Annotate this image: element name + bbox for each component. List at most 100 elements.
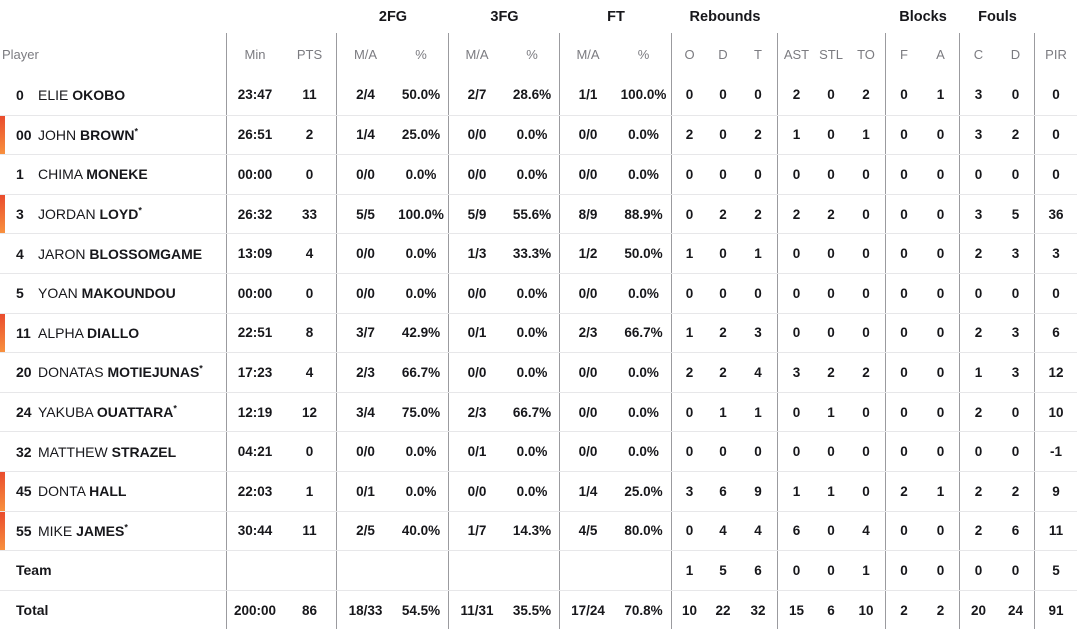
player-cell[interactable]: 0 ELIE OKOBO [0, 75, 227, 115]
starter-asterisk: * [124, 522, 128, 533]
stat-block-f: 0 [900, 404, 908, 420]
player-last-name: MOTIEJUNAS [107, 364, 200, 381]
player-name[interactable]: JORDAN LOYD* [38, 206, 142, 222]
player-name[interactable]: ELIE OKOBO [38, 87, 125, 103]
stat-pir: 10 [1048, 404, 1064, 420]
stat-block-a: 2 [922, 590, 960, 629]
stat-block-a: 0 [922, 353, 960, 392]
stat-ft-ma: 1/2 [578, 246, 598, 262]
stat-pts: 4 [283, 234, 337, 273]
player-row: 32 MATTHEW STRAZEL 04:21 0 0/0 0.0% 0/1 0.0% 0/0… [0, 431, 1077, 471]
stat-reb-o: 2 [685, 127, 694, 143]
player-cell[interactable]: 32 MATTHEW STRAZEL [0, 432, 227, 471]
table-body: 0 ELIE OKOBO 23:47 11 2/4 50.0% 2/7 28.6% 1/1 100… [0, 75, 1077, 629]
stat-reb-o: 0 [685, 404, 694, 420]
stat-min: 23:47 [237, 87, 273, 103]
player-last-name: DIALLO [87, 324, 140, 341]
stat-ft-pct: 0.0% [616, 353, 672, 392]
stat-ft-ma: 0/0 [578, 127, 598, 143]
player-cell[interactable]: 11 ALPHA DIALLO [0, 313, 227, 353]
stat-3fg-pct: 0.0% [505, 313, 560, 353]
player-row: 55 MIKE JAMES* 30:44 11 2/5 40.0% 1/7 14.3% 4/5 8… [0, 510, 1077, 551]
player-last-name: OKOBO [72, 86, 126, 103]
stat-foul-d: 0 [997, 432, 1035, 471]
stat-pts: 8 [283, 313, 337, 353]
stat-pir: 12 [1048, 364, 1064, 380]
stat-2fg-pct: 0.0% [394, 155, 449, 194]
stat-2fg-pct: 42.9% [394, 313, 449, 353]
player-name[interactable]: JOHN BROWN* [38, 127, 138, 143]
stat-3fg-pct: 0.0% [505, 353, 560, 392]
stat-to: 0 [847, 392, 886, 432]
stat-2fg-pct: 54.5% [394, 590, 449, 629]
col-player: Player [0, 33, 227, 75]
stat-3fg-pct: 66.7% [505, 392, 560, 432]
player-name[interactable]: JARON BLOSSOMGAME [38, 246, 202, 262]
player-name[interactable]: DONATAS MOTIEJUNAS* [38, 364, 203, 380]
stat-min: 00:00 [237, 285, 273, 301]
stat-2fg-ma: 0/0 [356, 285, 375, 301]
stat-2fg-pct: 0.0% [394, 273, 449, 313]
player-cell[interactable]: 45 DONTA HALL [0, 471, 227, 511]
stat-block-f: 0 [900, 285, 908, 301]
player-cell[interactable]: 5 YOAN MAKOUNDOU [0, 273, 227, 313]
col-ft-ma: M/A [576, 46, 600, 62]
player-cell[interactable]: 24 YAKUBA OUATTARA* [0, 392, 227, 432]
stat-foul-c: 0 [974, 285, 983, 301]
stat-pts: 4 [283, 353, 337, 392]
stat-ast: 6 [792, 523, 801, 539]
player-cell[interactable]: 00 JOHN BROWN* [0, 115, 227, 155]
stat-3fg-pct: 35.5% [505, 590, 560, 629]
player-cell[interactable]: 1 CHIMA MONEKE [0, 155, 227, 194]
player-name[interactable]: DONTA HALL [38, 483, 126, 499]
stat-ft-pct: 0.0% [616, 273, 672, 313]
starter-asterisk: * [138, 205, 142, 216]
team-row-label: Team [16, 562, 52, 579]
stat-3fg-ma: 1/7 [467, 523, 487, 539]
player-name[interactable]: MIKE JAMES* [38, 523, 128, 539]
player-number: 11 [16, 324, 31, 341]
stat-stl: 1 [827, 483, 835, 499]
player-name[interactable]: CHIMA MONEKE [38, 166, 148, 182]
stat-reb-o: 2 [685, 364, 694, 380]
player-cell[interactable]: 20 DONATAS MOTIEJUNAS* [0, 353, 227, 392]
stat-3fg-pct: 28.6% [505, 75, 560, 115]
player-name[interactable]: YOAN MAKOUNDOU [38, 285, 176, 301]
stat-ft-ma: 0/0 [578, 364, 598, 380]
stat-to: 2 [847, 75, 886, 115]
player-cell[interactable]: 4 JARON BLOSSOMGAME [0, 234, 227, 273]
stat-block-a: 0 [922, 194, 960, 234]
stat-3fg-ma: 0/0 [467, 285, 487, 301]
stat-ft-pct: 80.0% [616, 511, 672, 551]
player-cell[interactable]: 3 JORDAN LOYD* [0, 194, 227, 234]
stat-pts: 2 [283, 115, 337, 155]
stat-to: 0 [847, 432, 886, 471]
stat-3fg-ma: 0/1 [467, 325, 487, 341]
stat-ft-ma: 2/3 [578, 325, 598, 341]
stat-foul-d: 0 [997, 551, 1035, 590]
player-name[interactable]: MATTHEW STRAZEL [38, 444, 176, 460]
player-row: 45 DONTA HALL 22:03 1 0/1 0.0% 0/0 0.0% 1/4 25.0%… [0, 470, 1077, 511]
player-number: 0 [16, 86, 24, 103]
player-name[interactable]: YAKUBA OUATTARA* [38, 404, 177, 420]
col-reb-t: T [739, 33, 778, 75]
player-row: 1 CHIMA MONEKE 00:00 0 0/0 0.0% 0/0 0.0% 0/0 0.0%… [0, 154, 1077, 194]
stat-2fg-ma: 0/0 [356, 444, 375, 460]
stat-reb-t: 4 [739, 511, 778, 551]
stat-reb-d: 22 [715, 602, 731, 618]
col-3fg-pct: % [505, 33, 560, 75]
stat-3fg-ma: 0/0 [467, 364, 487, 380]
stat-min: 26:51 [237, 127, 273, 143]
group-2fg-label: 2FG [378, 8, 408, 25]
stat-ft-ma: 0/0 [578, 285, 598, 301]
stat-ft-ma: 0/0 [578, 166, 598, 182]
stat-3fg-pct: 0.0% [505, 432, 560, 471]
stat-stl: 0 [827, 246, 835, 262]
player-cell[interactable]: 55 MIKE JAMES* [0, 511, 227, 551]
player-last-name: HALL [89, 483, 127, 500]
player-name[interactable]: ALPHA DIALLO [38, 325, 139, 341]
player-first-name: ALPHA [38, 324, 84, 341]
stat-2fg-pct: 40.0% [394, 511, 449, 551]
stat-ft-pct: 25.0% [616, 471, 672, 511]
stat-to: 2 [847, 353, 886, 392]
